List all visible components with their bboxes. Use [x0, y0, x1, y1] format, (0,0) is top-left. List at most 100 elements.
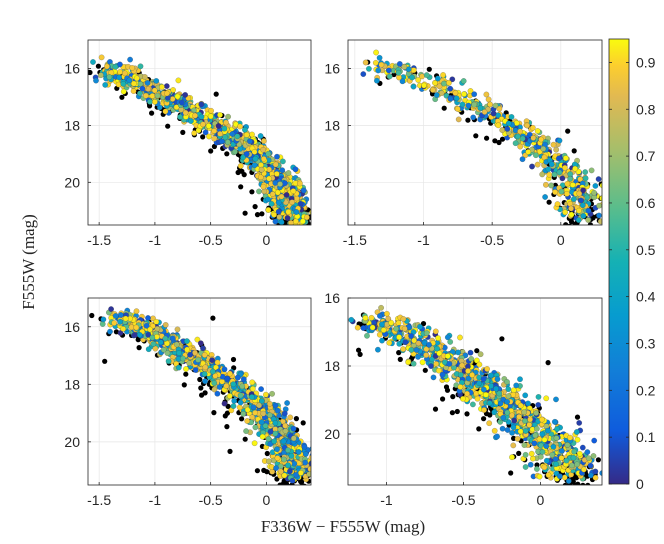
- member-star-point: [271, 438, 277, 445]
- field-star-point: [420, 321, 427, 327]
- member-star-point: [576, 207, 582, 214]
- member-star-point: [380, 327, 387, 333]
- field-star-point: [311, 484, 316, 489]
- y-tick-label: 16: [64, 319, 80, 335]
- member-star-point: [217, 130, 224, 137]
- field-star-point: [289, 230, 294, 235]
- member-star-point: [339, 319, 344, 324]
- member-star-point: [250, 404, 257, 411]
- member-star-point: [550, 443, 557, 450]
- member-star-point: [521, 409, 528, 416]
- member-star-point: [510, 424, 517, 431]
- member-star-point: [260, 183, 267, 190]
- member-star-point: [237, 123, 243, 130]
- member-star-point: [258, 166, 265, 173]
- member-star-point: [379, 337, 385, 344]
- member-star-point: [505, 386, 512, 393]
- member-star-point: [290, 425, 297, 432]
- colorbar: 00.10.20.30.40.50.60.70.80.9: [608, 38, 656, 492]
- member-star-point: [243, 151, 250, 157]
- scatter-points: [88, 54, 311, 237]
- field-star-point: [281, 232, 286, 237]
- member-star-point: [549, 451, 555, 458]
- member-star-point: [246, 138, 253, 145]
- member-star-point: [176, 350, 183, 356]
- member-star-point: [205, 123, 212, 129]
- member-star-point: [297, 469, 304, 476]
- member-star-point: [237, 392, 244, 399]
- member-star-point: [151, 99, 158, 105]
- member-star-point: [265, 207, 272, 213]
- field-star-point: [95, 63, 101, 69]
- field-star-point: [534, 462, 540, 468]
- plot-area-frame: [347, 39, 603, 226]
- member-star-point: [214, 359, 221, 366]
- field-star-point: [432, 406, 439, 412]
- field-star-point: [264, 225, 269, 230]
- colorbar-tick-label: 0.8: [636, 101, 656, 117]
- member-star-point: [160, 346, 167, 353]
- member-star-point: [477, 351, 484, 358]
- field-star-point: [149, 110, 155, 116]
- member-star-point: [386, 73, 393, 80]
- member-star-point: [256, 402, 263, 409]
- member-star-point: [576, 450, 583, 457]
- field-star-point: [249, 189, 255, 195]
- member-star-point: [122, 70, 128, 77]
- member-star-point: [496, 105, 503, 112]
- member-star-point: [587, 462, 594, 469]
- member-star-point: [444, 334, 451, 341]
- outlier-point: [545, 360, 551, 366]
- member-star-point: [592, 182, 599, 189]
- member-star-point: [499, 127, 506, 134]
- member-star-point: [364, 332, 370, 339]
- member-star-point: [522, 392, 529, 399]
- member-star-point: [249, 414, 256, 421]
- member-star-point: [281, 472, 288, 479]
- field-star-point: [450, 394, 456, 400]
- member-star-point: [231, 397, 238, 404]
- field-star-point: [211, 410, 217, 416]
- member-star-point: [376, 331, 383, 338]
- member-star-point: [522, 428, 529, 434]
- field-star-point: [242, 210, 248, 216]
- member-star-point: [529, 124, 536, 131]
- member-star-point: [452, 90, 459, 96]
- member-star-point: [289, 199, 295, 206]
- field-star-point: [440, 396, 446, 402]
- member-star-point: [284, 400, 290, 406]
- member-star-point: [401, 325, 408, 332]
- field-star-point: [293, 416, 299, 422]
- y-tick-label: 20: [64, 174, 80, 190]
- member-star-point: [309, 446, 311, 452]
- member-star-point: [529, 163, 535, 170]
- member-star-point: [527, 461, 534, 468]
- member-star-point: [408, 333, 414, 339]
- member-star-point: [217, 112, 223, 118]
- field-star-point: [293, 231, 298, 236]
- member-star-point: [539, 448, 546, 455]
- member-star-point: [531, 440, 538, 447]
- member-star-point: [262, 391, 269, 398]
- member-star-point: [415, 77, 422, 83]
- member-star-point: [423, 330, 430, 336]
- member-star-point: [266, 175, 272, 182]
- member-star-point: [476, 361, 483, 368]
- member-star-point: [568, 211, 575, 218]
- colorbar-tick-label: 0.1: [636, 429, 656, 445]
- member-star-point: [141, 74, 148, 80]
- member-star-point: [567, 175, 574, 182]
- field-star-point: [563, 222, 569, 225]
- member-star-point: [236, 404, 243, 411]
- member-star-point: [239, 383, 246, 390]
- field-star-point: [586, 227, 591, 232]
- outlier-point: [224, 410, 230, 416]
- member-star-point: [117, 61, 123, 68]
- member-star-point: [440, 72, 446, 78]
- member-star-point: [287, 414, 294, 421]
- member-star-point: [378, 321, 385, 328]
- member-star-point: [541, 464, 548, 471]
- member-star-point: [376, 312, 383, 319]
